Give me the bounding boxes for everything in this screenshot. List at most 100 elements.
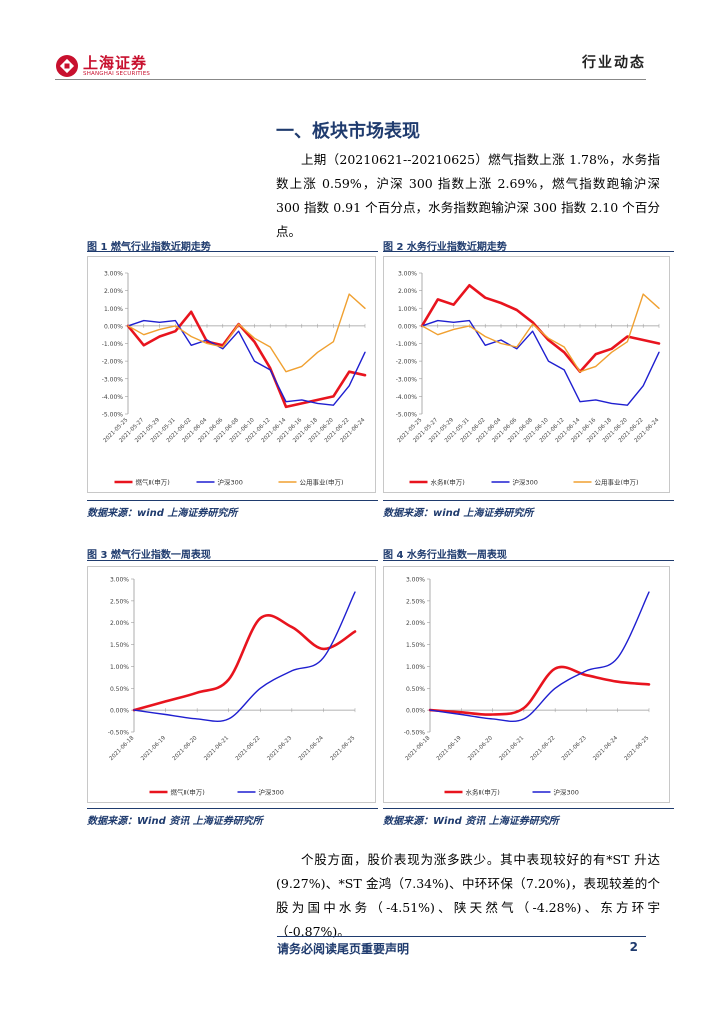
series-line-1 [132,614,357,712]
x-tick-label: 2021-06-23 [561,735,588,762]
y-tick-label: 1.00% [104,306,123,313]
y-tick-label: 1.50% [406,642,425,649]
y-tick-label: -0.50% [404,730,426,737]
logo-text-en: SHANGHAI SECURITIES [83,71,151,77]
y-tick-label: -2.00% [102,359,124,366]
source-1-rule [87,500,378,501]
figure-4-title-rule [383,560,674,561]
x-tick-label: 2021-06-22 [530,735,557,762]
y-tick-label: 0.50% [406,686,425,693]
y-tick-label: 2.00% [104,288,123,295]
footer-divider [277,936,646,937]
series-line-3 [421,293,660,373]
y-tick-label: 2.00% [406,620,425,627]
y-tick-label: -5.00% [102,412,124,419]
page-number: 2 [629,940,638,954]
legend-label: 沪深300 [554,788,579,797]
y-tick-label: 3.00% [104,271,123,278]
y-tick-label: 2.50% [110,598,129,605]
header-divider [55,79,646,80]
figure-1-title-rule [87,251,378,252]
x-tick-label: 2021-06-19 [436,735,463,762]
x-tick-label: 2021-06-21 [498,735,525,762]
y-tick-label: 2.50% [406,598,425,605]
series-line-3 [127,293,366,373]
company-logo: 上海证券 SHANGHAI SECURITIES [55,52,175,86]
y-tick-label: -4.00% [396,394,418,401]
legend-label: 公用事业(申万) [300,478,344,487]
chart-gas-week: 3.00% 2.50% 2.00% 1.50% 1.00% 0.50% 0.00% -0.50… [87,566,376,803]
x-tick-label: 2021-06-25 [624,735,651,762]
y-tick-label: -1.00% [102,341,124,348]
y-tick-label: 1.00% [398,306,417,313]
x-tick-label: 2021-06-22 [235,735,262,762]
y-tick-label: 3.00% [398,271,417,278]
legend-label: 沪深300 [218,478,243,487]
y-tick-label: 0.00% [398,323,417,330]
figure-1-source: 数据来源：wind 上海证券研究所 [87,508,238,519]
y-tick-label: 0.00% [104,323,123,330]
x-tick-label: 2021-06-25 [330,735,357,762]
y-tick-label: 0.00% [110,708,129,715]
x-tick-label: 2021-06-21 [203,735,230,762]
y-tick-label: -4.00% [102,394,124,401]
chart-water-recent-svg: 3.00% 2.00% 1.00% 0.00% -1.00% -2.00% -3.00% -4… [396,271,661,487]
x-tick-label: 2021-06-18 [405,735,432,762]
y-tick-label: 1.00% [110,664,129,671]
legend-label: 沪深300 [513,478,538,487]
y-tick-label: -0.50% [108,730,130,737]
figure-4-title: 图 4 水务行业指数一周表现 [383,550,507,561]
figure-2-title-rule [383,251,674,252]
y-tick-label: 2.00% [110,620,129,627]
figure-1-title: 图 1 燃气行业指数近期走势 [87,242,211,253]
source-2-rule [383,500,674,501]
series-line-1 [126,310,367,409]
report-category: 行业动态 [582,55,646,71]
legend-label: 沪深300 [259,788,284,797]
y-tick-label: 3.00% [110,577,129,584]
series-line-1 [428,665,651,716]
figure-2-source: 数据来源：wind 上海证券研究所 [383,508,534,519]
footer-disclaimer: 请务必阅读尾页重要声明 [277,942,410,956]
chart-water-week-svg: 3.00% 2.50% 2.00% 1.50% 1.00% 0.50% 0.00% -0.50… [404,577,651,797]
section-title: 一、板块市场表现 [276,121,420,142]
figure-4-source: 数据来源：Wind 资讯 上海证券研究所 [383,816,559,827]
legend-label: 公用事业(申万) [595,478,639,487]
legend-label: 燃气Ⅱ(申万) [171,788,205,797]
logo-emblem-icon [56,55,78,77]
x-tick-label: 2021-06-20 [172,735,199,762]
figure-3-title: 图 3 燃气行业指数一周表现 [87,550,211,561]
y-tick-label: -1.00% [396,341,418,348]
y-tick-label: 0.00% [406,708,425,715]
x-tick-label: 2021-06-24 [592,735,619,762]
y-tick-label: 1.00% [406,664,425,671]
x-tick-label: 2021-06-20 [467,735,494,762]
series-line-2 [429,591,650,723]
legend-label: 水务Ⅱ(申万) [431,478,465,487]
series-line-2 [421,319,660,406]
chart-gas-recent: 3.00% 2.00% 1.00% 0.00% -1.00% -2.00% -3.00% -4… [87,256,376,493]
x-tick-label: 2021-06-23 [266,735,293,762]
y-tick-label: 0.50% [110,686,129,693]
figure-2-title: 图 2 水务行业指数近期走势 [383,242,507,253]
x-tick-label: 2021-06-24 [298,735,325,762]
source-4-rule [383,808,674,809]
y-tick-label: 2.00% [398,288,417,295]
series-line-2 [133,591,356,723]
source-3-rule [87,808,378,809]
chart-gas-week-svg: 3.00% 2.50% 2.00% 1.50% 1.00% 0.50% 0.00% -0.50… [108,577,357,797]
y-tick-label: -3.00% [396,376,418,383]
chart-water-week: 3.00% 2.50% 2.00% 1.50% 1.00% 0.50% 0.00% -0.50… [383,566,670,803]
x-tick-label: 2021-06-19 [140,735,167,762]
intro-paragraph: 上期（20210621--20210625）燃气指数上涨 1.78%，水务指数上… [276,152,660,239]
y-tick-label: 3.00% [406,577,425,584]
y-tick-label: -3.00% [102,376,124,383]
figure-3-source: 数据来源：Wind 资讯 上海证券研究所 [87,816,263,827]
logo-text-cn: 上海证券 [83,54,148,72]
y-tick-label: -2.00% [396,359,418,366]
legend-label: 水务Ⅱ(申万) [466,788,500,797]
y-tick-label: -5.00% [396,412,418,419]
legend-label: 燃气Ⅱ(申万) [136,478,170,487]
chart-water-recent: 3.00% 2.00% 1.00% 0.00% -1.00% -2.00% -3.00% -4… [383,256,670,493]
chart-gas-recent-svg: 3.00% 2.00% 1.00% 0.00% -1.00% -2.00% -3.00% -4… [102,271,367,487]
